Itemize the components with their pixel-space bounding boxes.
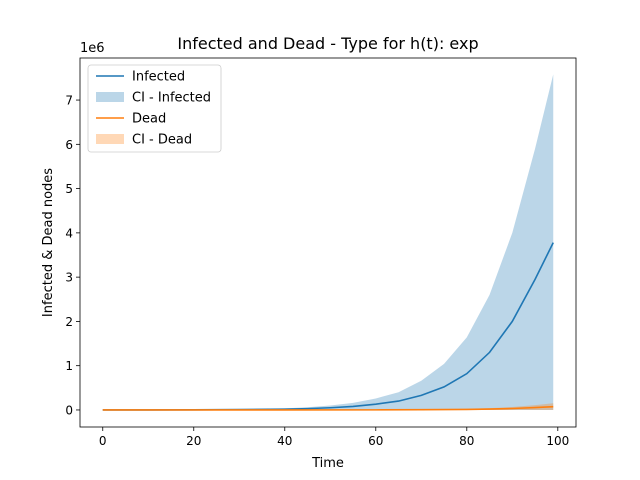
chart-title: Infected and Dead - Type for h(t): exp [177, 34, 478, 53]
x-tick-label: 80 [459, 434, 474, 448]
legend-label: Infected [132, 70, 185, 85]
y-tick-label: 5 [65, 182, 73, 196]
line-dead [102, 405, 554, 411]
x-axis-ticks: 0 20 40 60 80 100 [99, 427, 569, 448]
x-tick-label: 100 [546, 434, 569, 448]
legend-band-swatch [96, 92, 124, 102]
x-tick-label: 60 [368, 434, 383, 448]
x-axis-label: Time [311, 456, 344, 471]
legend-box [87, 64, 222, 153]
y-axis-ticks: 0 1 2 3 4 5 6 7 [65, 94, 80, 417]
x-tick-label: 40 [277, 434, 292, 448]
legend-band-swatch [96, 134, 124, 144]
y-tick-label: 0 [65, 403, 73, 417]
x-tick-label: 0 [99, 434, 107, 448]
y-tick-label: 3 [65, 271, 73, 285]
legend-label: CI - Dead [132, 133, 192, 148]
legend: Infected CI - Infected Dead CI - Dead [87, 64, 222, 153]
y-axis-label: Infected & Dead nodes [41, 168, 56, 317]
y-tick-label: 6 [65, 138, 73, 152]
band-ci-infected [102, 74, 554, 410]
y-tick-label: 4 [65, 226, 73, 240]
series-lines [102, 242, 554, 411]
axes-frame [79, 57, 577, 428]
y-tick-label: 2 [65, 315, 73, 329]
x-tick-label: 20 [186, 434, 201, 448]
y-tick-label: 1 [65, 359, 73, 373]
y-tick-label: 7 [65, 94, 73, 108]
legend-label: Dead [132, 112, 166, 127]
legend-label: CI - Infected [132, 91, 211, 106]
y-offset-label: 1e6 [80, 41, 105, 56]
